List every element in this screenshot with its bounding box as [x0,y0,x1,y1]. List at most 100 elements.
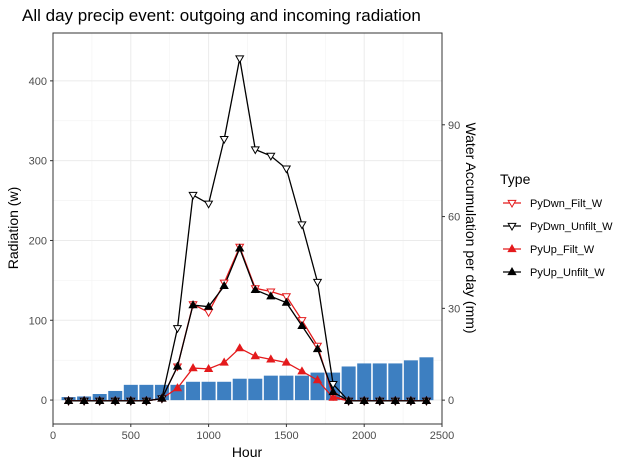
data-point-PyUp_Unfilt_W [421,395,432,404]
water-accumulation-bar [217,381,232,401]
water-accumulation-bar [186,381,201,401]
point-markers [63,55,432,406]
data-point-PyUp_Unfilt_W [390,395,400,404]
y2-tick-label: 60 [448,212,460,224]
water-accumulation-bar [403,360,418,401]
data-point-PyDwn_Unfilt_W [235,55,245,64]
water-accumulation-bar [123,384,138,401]
data-point-PyUp_Unfilt_W [141,395,152,404]
x-tick-label: 0 [50,430,56,442]
data-point-PyDwn_Unfilt_W [312,278,323,287]
legend-marker [507,222,517,232]
data-point-PyUp_Filt_W [219,357,229,366]
data-point-PyDwn_Unfilt_W [203,200,214,209]
chart-title: All day precip event: outgoing and incom… [22,6,421,25]
legend-title: Type [500,171,531,187]
y2-tick-label: 0 [448,395,454,407]
data-point-PyUp_Filt_W [203,363,214,373]
data-point-PyDwn_Unfilt_W [188,191,198,200]
legend-label: PyDwn_Filt_W [530,198,603,210]
data-point-PyDwn_Unfilt_W [281,165,292,174]
legend-marker [507,243,517,253]
y-tick-label: 400 [29,76,47,88]
legend-item: PyUp_Unfilt_W [503,266,605,279]
y-tick-label: 300 [29,156,47,168]
data-point-PyUp_Unfilt_W [328,387,338,396]
x-tick-label: 1500 [274,430,298,442]
water-accumulation-bar [341,366,356,401]
data-point-PyUp_Unfilt_W [219,280,229,290]
y-tick-label: 200 [29,235,47,247]
y2-axis-title: Water Accumulation per day (mm) [463,122,479,333]
x-tick-label: 2000 [352,430,376,442]
data-point-PyUp_Unfilt_W [172,361,183,370]
data-point-PyUp_Filt_W [328,392,338,401]
data-point-PyUp_Unfilt_W [266,291,276,300]
data-point-PyDwn_Unfilt_W [328,381,338,390]
y-axis-title: Radiation (w) [5,187,21,269]
y-tick-label: 0 [41,395,47,407]
data-point-PyDwn_Unfilt_W [297,221,307,230]
water-accumulation-bar [357,363,372,401]
water-accumulation-bar [310,372,325,401]
plot-border [52,32,443,425]
water-accumulation-bar [279,375,294,401]
data-point-PyUp_Unfilt_W [343,395,354,404]
legend-label: PyDwn_Unfilt_W [530,221,613,233]
water-accumulation-bar [419,357,434,401]
data-point-PyUp_Filt_W [266,354,276,363]
data-point-PyUp_Unfilt_W [359,395,369,404]
data-point-PyUp_Unfilt_W [297,320,307,329]
data-point-PyUp_Unfilt_W [312,343,323,353]
legend-marker [507,199,517,209]
data-point-PyUp_Filt_W [250,351,260,360]
data-point-PyUp_Unfilt_W [126,395,136,404]
legend-item: PyDwn_Filt_W [503,198,603,210]
water-accumulation-bar [232,378,247,401]
data-point-PyUp_Filt_W [312,375,323,384]
axes: 0 500 1000 1500 2000 2500 0 100 200 300 400 0 30 60 90 [29,76,461,442]
water-accumulation-bar [201,381,216,401]
legend-label: PyUp_Unfilt_W [530,267,605,279]
legend-item: PyUp_Filt_W [503,243,595,256]
data-point-PyUp_Unfilt_W [203,301,214,310]
data-point-PyUp_Unfilt_W [110,395,120,404]
y2-tick-label: 30 [448,303,460,315]
water-accumulation-bar [294,375,309,401]
data-point-PyDwn_Unfilt_W [250,146,260,155]
x-axis-title: Hour [232,444,263,460]
data-point-PyDwn_Unfilt_W [219,136,229,145]
water-accumulation-bar [139,384,154,401]
data-point-PyUp_Filt_W [281,357,292,366]
y2-tick-label: 90 [448,120,460,132]
x-tick-label: 500 [122,430,140,442]
data-point-PyUp_Filt_W [172,383,183,392]
data-point-PyUp_Filt_W [188,363,198,372]
legend: Type PyDwn_Filt_W PyDwn_Unfilt_W PyUp_Filt… [500,171,613,279]
water-accumulation-bar [388,363,403,401]
data-point-PyUp_Unfilt_W [79,395,89,404]
data-point-PyUp_Filt_W [235,343,245,352]
data-point-PyDwn_Unfilt_W [266,152,276,161]
data-point-PyUp_Filt_W [297,366,307,375]
legend-label: PyUp_Filt_W [530,244,595,256]
x-tick-label: 2500 [430,430,454,442]
data-point-PyUp_Unfilt_W [188,300,198,309]
x-tick-label: 1000 [196,430,220,442]
data-point-PyDwn_Unfilt_W [172,325,183,334]
y-tick-label: 100 [29,315,47,327]
data-point-PyUp_Unfilt_W [406,395,416,404]
data-point-PyUp_Unfilt_W [250,284,260,294]
data-point-PyUp_Unfilt_W [63,395,74,404]
data-point-PyUp_Unfilt_W [281,297,292,306]
water-accumulation-bar [263,375,278,401]
data-point-PyUp_Unfilt_W [375,395,385,404]
data-point-PyUp_Unfilt_W [95,395,105,404]
water-accumulation-bar [248,378,263,401]
legend-marker [507,266,517,276]
legend-item: PyDwn_Unfilt_W [503,221,613,233]
data-point-PyUp_Unfilt_W [235,243,245,252]
water-accumulation-bar [170,384,185,401]
data-point-PyDwn_Filt_W [281,293,292,302]
